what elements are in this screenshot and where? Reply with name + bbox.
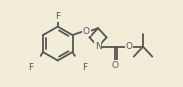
Text: F: F [28, 63, 33, 72]
Text: F: F [55, 12, 60, 21]
Text: F: F [82, 63, 87, 72]
Text: O: O [83, 27, 90, 36]
Text: N: N [95, 42, 101, 51]
Text: O: O [126, 42, 132, 51]
Text: O: O [112, 61, 119, 70]
